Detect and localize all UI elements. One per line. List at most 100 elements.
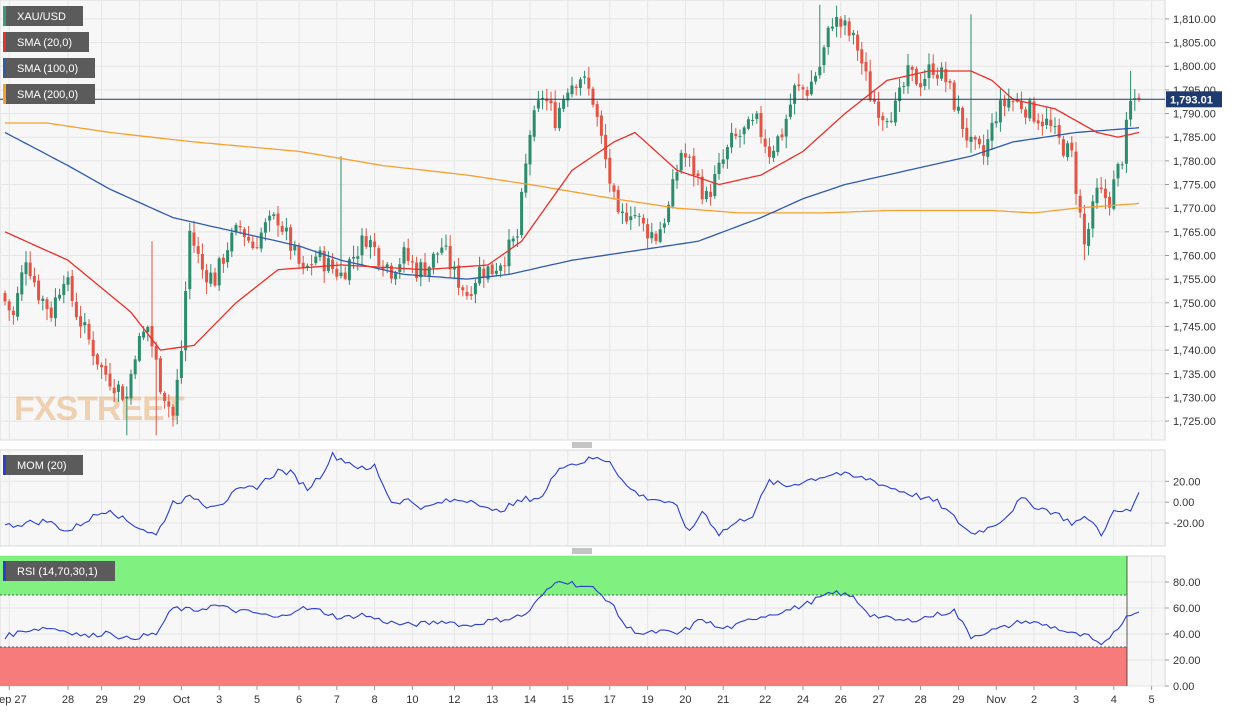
candle-body — [1087, 229, 1091, 246]
candle-body — [675, 172, 679, 181]
candle-body — [188, 230, 192, 290]
candle-body — [553, 102, 557, 129]
mom-line — [4, 451, 1140, 538]
legend-tag-mom-bg — [3, 455, 83, 475]
legend-tag-0[interactable]: XAU/USD — [3, 6, 83, 26]
candle-body — [788, 104, 792, 117]
candle-body — [704, 190, 708, 200]
candle-body — [616, 189, 620, 213]
rsi-y-tick-label: 0.00 — [1173, 681, 1194, 693]
candle-body — [935, 74, 939, 79]
candle-body — [961, 107, 965, 129]
candle-body — [179, 350, 183, 379]
candle-body — [734, 133, 738, 137]
price-y-tick-label: 1,790.00 — [1173, 109, 1216, 121]
legend-tag-1[interactable]: SMA (20,0) — [3, 32, 89, 52]
rsi-y-tick-label: 60.00 — [1173, 603, 1201, 615]
candle-body — [104, 365, 108, 375]
candle-body — [994, 121, 998, 124]
candle-body — [280, 225, 284, 232]
candle-body — [990, 122, 994, 141]
candle-body — [620, 211, 624, 214]
candle-body — [919, 83, 923, 88]
candle-body — [217, 258, 221, 286]
legend-tag-mom[interactable]: MOM (20) — [3, 455, 83, 475]
candle-body — [129, 373, 133, 399]
candle-body — [1124, 119, 1128, 164]
legend-tag-1-label: SMA (20,0) — [17, 37, 72, 49]
x-tick-label: 17 — [604, 694, 616, 706]
legend-tag-rsi-swatch — [3, 561, 6, 581]
candle-body — [654, 233, 658, 241]
candle-body — [11, 310, 15, 316]
candle-body — [692, 156, 696, 176]
legend-tag-2[interactable]: SMA (100,0) — [3, 58, 95, 78]
candle-body — [1091, 201, 1095, 229]
price-y-tick-label: 1,780.00 — [1173, 156, 1216, 168]
candle-body — [767, 146, 771, 157]
legend-tag-0-swatch — [3, 6, 6, 26]
candle-body — [146, 326, 150, 333]
candle-body — [297, 245, 301, 264]
legend-tag-3-swatch — [3, 84, 6, 104]
x-tick-label: 13 — [486, 694, 498, 706]
x-tick-label: 22 — [759, 694, 771, 706]
sma-100-line — [4, 127, 1140, 280]
candle-body — [948, 81, 952, 83]
legend-tag-rsi-label: RSI (14,70,30,1) — [17, 566, 98, 578]
candle-body — [32, 275, 36, 283]
candle-body — [465, 291, 469, 296]
candle-body — [713, 173, 717, 197]
candle-body — [856, 34, 860, 51]
candle-body — [74, 301, 78, 318]
candle-body — [746, 119, 750, 129]
candle-body — [1003, 99, 1007, 107]
candle-body — [87, 323, 91, 340]
candle-body — [272, 214, 276, 217]
legend-tag-rsi[interactable]: RSI (14,70,30,1) — [3, 561, 115, 581]
candle-body — [1024, 109, 1028, 118]
candle-body — [20, 272, 24, 295]
x-tick-label: 12 — [448, 694, 460, 706]
candle-body — [1040, 121, 1044, 127]
candle-body — [507, 239, 511, 267]
rsi-oversold-zone — [0, 647, 1127, 686]
candle-body — [112, 387, 116, 394]
candle-body — [1137, 97, 1141, 100]
candle-body — [310, 264, 314, 266]
legend-tag-0-label: XAU/USD — [17, 11, 66, 23]
price-y-tick-label: 1,735.00 — [1173, 369, 1216, 381]
legend-tag-1-bg — [3, 32, 89, 52]
price-y-tick-label: 1,765.00 — [1173, 227, 1216, 239]
candle-body — [587, 77, 591, 89]
candle-body — [759, 112, 763, 137]
candle-body — [780, 134, 784, 138]
candle-body — [814, 75, 818, 82]
candle-body — [3, 293, 7, 302]
legend-tag-mom-label: MOM (20) — [17, 460, 67, 472]
candle-body — [121, 386, 125, 400]
legend-tag-3[interactable]: SMA (200,0) — [3, 84, 95, 104]
candle-body — [898, 87, 902, 102]
candle-body — [213, 272, 217, 286]
candle-body — [247, 236, 251, 241]
candle-body — [520, 191, 524, 235]
candle-body — [826, 27, 830, 48]
candle-body — [868, 71, 872, 101]
candle-body — [259, 232, 263, 249]
x-tick-label: 14 — [524, 694, 536, 706]
candle-body — [1032, 101, 1036, 122]
candle-body — [343, 272, 347, 279]
candle-body — [45, 299, 49, 310]
candle-body — [541, 97, 545, 100]
candle-body — [381, 266, 385, 270]
candle-body — [902, 85, 906, 87]
candle-body — [570, 85, 574, 95]
candle-body — [973, 136, 977, 140]
candle-body — [394, 273, 398, 280]
candle-body — [478, 266, 482, 284]
candle-body — [490, 264, 494, 275]
candle-body — [305, 265, 309, 268]
legend-tag-rsi-bg — [3, 561, 115, 581]
